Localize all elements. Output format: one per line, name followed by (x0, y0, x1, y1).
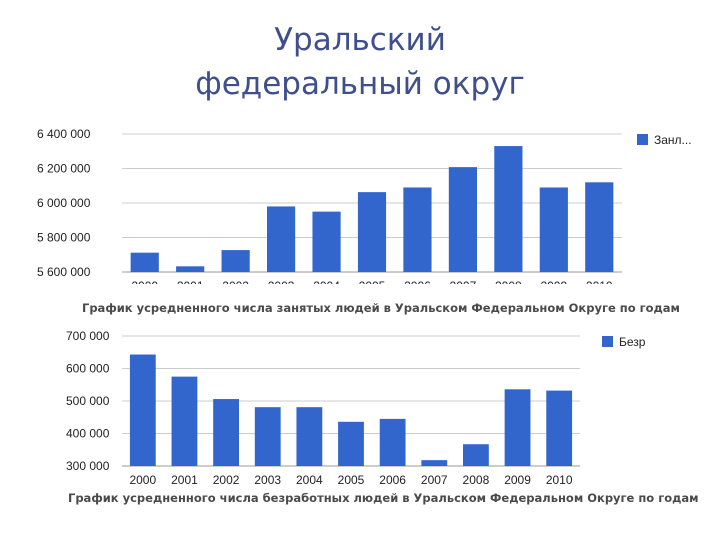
bar (176, 266, 205, 272)
x-tick-label: 2007 (450, 279, 477, 284)
bar (213, 399, 239, 466)
bar (129, 354, 156, 466)
bar (539, 187, 568, 272)
x-tick-label: 2003 (268, 279, 295, 284)
legend-swatch (602, 336, 613, 347)
slide-title-line-2: федеральный округ (195, 66, 525, 102)
x-tick-label: 2010 (546, 473, 573, 484)
legend-swatch (637, 134, 648, 145)
x-tick-label: 2002 (213, 473, 240, 484)
x-tick-label: 2006 (404, 279, 431, 284)
x-tick-label: 2003 (254, 473, 281, 484)
bar (357, 192, 387, 272)
y-tick-label: 500 000 (66, 394, 110, 408)
bar (221, 250, 250, 272)
bar (254, 407, 281, 466)
x-tick-label: 2007 (421, 473, 448, 484)
x-tick-label: 2009 (540, 279, 567, 284)
bar (312, 211, 341, 272)
y-tick-label: 700 000 (66, 329, 110, 343)
unemployed-bar-chart: 300 000 400 000 500 000 600 000 700 000 2000 2… (66, 329, 646, 484)
bar (504, 389, 531, 466)
bar (338, 421, 364, 466)
bar (448, 167, 477, 272)
legend-label: Занл... (654, 133, 692, 147)
chart-1-caption: График усредненного числа занятых людей … (82, 301, 680, 315)
bar (585, 182, 614, 272)
y-tick-label: 6 000 000 (37, 196, 91, 210)
x-tick-label: 2008 (463, 473, 490, 484)
x-tick-label: 2002 (222, 279, 249, 284)
bar (296, 407, 323, 466)
bar (494, 146, 523, 272)
y-tick-label: 400 000 (66, 427, 110, 441)
legend-label: Безр (619, 335, 646, 349)
x-tick-label: 2005 (338, 473, 365, 484)
employed-bar-chart: 5 600 000 5 800 000 6 000 000 6 200 000 6 40… (37, 127, 692, 284)
x-tick-label: 2001 (171, 473, 198, 484)
x-tick-label: 2006 (379, 473, 406, 484)
x-tick-label: 2001 (177, 279, 204, 284)
bar (379, 418, 406, 466)
x-tick-label: 2004 (313, 279, 340, 284)
y-tick-label: 5 800 000 (37, 231, 91, 245)
x-tick-label: 2010 (586, 279, 613, 284)
bar (403, 187, 432, 272)
x-tick-label: 2009 (504, 473, 531, 484)
slide-title: Уральский федеральный округ (0, 18, 720, 106)
bar (130, 252, 159, 272)
x-tick-label: 2000 (129, 473, 156, 484)
bar (546, 390, 573, 466)
bar (267, 206, 296, 272)
x-tick-label: 2008 (495, 279, 522, 284)
chart-2-caption: График усредненного числа безработных лю… (68, 491, 699, 505)
y-tick-label: 300 000 (66, 459, 110, 473)
x-tick-label: 2005 (359, 279, 386, 284)
y-tick-label: 5 600 000 (37, 265, 91, 279)
slide-title-line-1: Уральский (274, 22, 446, 58)
bar (421, 460, 448, 466)
y-tick-label: 6 200 000 (37, 162, 91, 176)
x-tick-label: 2004 (296, 473, 323, 484)
y-tick-label: 6 400 000 (37, 127, 91, 141)
y-tick-label: 600 000 (66, 362, 110, 376)
bar (463, 444, 489, 466)
x-tick-label: 2000 (131, 279, 158, 284)
bar (171, 376, 198, 466)
